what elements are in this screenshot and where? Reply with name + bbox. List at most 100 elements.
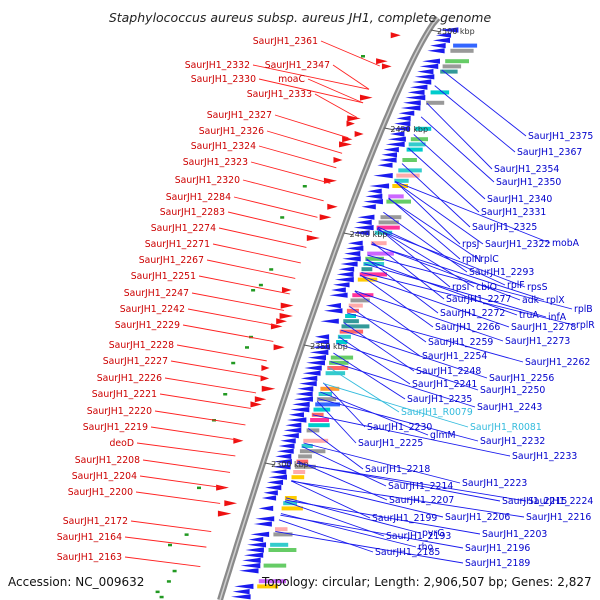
right-leader-line [349, 306, 421, 357]
reverse-cds-arrow [240, 563, 261, 569]
gene-labels: 2500 kbp 2450 kbp 2400 kbp 2350 kbp 2300 kbp… [57, 27, 596, 569]
right-gene-label: SaurJH1_2232 [480, 436, 545, 447]
reverse-cds-arrow [270, 469, 287, 475]
forward-cds-arrow [261, 385, 276, 392]
right-leader-line [371, 243, 545, 301]
right-gene-label: SaurJH1_2196 [465, 543, 530, 554]
left-gene-label: SaurJH1_2324 [191, 141, 256, 152]
right-leader-line [296, 462, 527, 502]
forward-cds-arrow [319, 214, 332, 221]
right-leader-line [434, 85, 516, 153]
misc-feature-mark [223, 393, 228, 396]
misc-feature-mark [302, 185, 307, 188]
right-leader-line [336, 342, 479, 391]
left-leader-line [154, 410, 246, 426]
function-category-band [310, 418, 329, 422]
right-gene-label: rho [418, 542, 434, 553]
reverse-cds-arrow [243, 552, 264, 558]
right-gene-label: cbiO [476, 282, 497, 293]
misc-feature-mark [168, 543, 172, 547]
right-leader-line [343, 322, 415, 372]
reverse-cds-arrow [253, 521, 272, 527]
reverse-cds-arrow [283, 427, 302, 433]
forward-cds-arrow [376, 58, 388, 65]
function-category-band [298, 454, 312, 459]
function-category-band [258, 579, 286, 584]
right-gene-label: SaurJH1_2262 [525, 357, 590, 368]
right-leader-line [317, 398, 479, 442]
left-leader-line [139, 475, 226, 489]
left-gene-label: SaurJH1_2247 [124, 288, 189, 299]
function-category-band [430, 90, 450, 95]
function-category-band [408, 142, 426, 147]
function-category-band [284, 496, 297, 500]
reverse-cds-arrow [336, 271, 354, 277]
left-leader-line [135, 491, 221, 504]
reverse-cds-arrow [383, 147, 399, 153]
right-gene-label: rplF [507, 280, 525, 291]
left-leader-line [274, 114, 349, 139]
left-leader-line [206, 259, 296, 279]
left-leader-line [266, 130, 343, 154]
left-gene-label: SaurJH1_2163 [57, 552, 122, 563]
function-category-band [442, 64, 462, 69]
function-category-band [406, 147, 423, 152]
reverse-cds-arrow [302, 370, 321, 376]
function-category-band [345, 314, 356, 318]
right-gene-label: SaurJH1_2293 [469, 267, 534, 278]
right-leader-line [278, 519, 374, 553]
right-leader-line [341, 329, 488, 379]
reverse-cds-arrow [385, 141, 405, 147]
kbp-tick [384, 127, 395, 131]
forward-cds-arrow [339, 141, 353, 148]
function-category-band [273, 532, 293, 537]
reverse-cds-arrow [414, 74, 435, 80]
function-category-band [376, 225, 400, 230]
reverse-cds-arrow [357, 214, 375, 220]
right-gene-label: SaurJH1_2250 [480, 385, 545, 396]
reverse-cds-arrow [432, 37, 451, 43]
left-leader-line [332, 64, 370, 90]
right-gene-label: mobA [552, 238, 580, 249]
right-gene-label: SaurJH1_2273 [505, 336, 570, 347]
reverse-cds-arrow [297, 386, 314, 392]
right-gene-label: SaurJH1_2223 [462, 478, 527, 489]
function-category-band [352, 293, 374, 298]
forward-cds-arrow [270, 323, 283, 330]
rna-leader-line [328, 366, 400, 413]
reverse-cds-arrow [309, 349, 329, 355]
forward-cds-arrow [260, 375, 270, 382]
label-leader-lines [124, 40, 575, 567]
reverse-cds-arrow [320, 318, 339, 324]
forward-cds-arrow [390, 32, 401, 39]
right-leader-line [360, 275, 510, 328]
reverse-cds-arrow [300, 375, 318, 381]
reverse-cds-arrow [347, 240, 363, 246]
function-category-band [296, 459, 309, 464]
right-leader-line [360, 274, 434, 328]
right-leader-line [401, 163, 471, 228]
reverse-cds-arrow [363, 199, 383, 205]
right-gene-label: SaurJH1_2375 [528, 131, 593, 142]
reverse-cds-arrow [417, 69, 434, 75]
function-category-band [311, 412, 324, 417]
kbp-tick [264, 462, 276, 466]
right-leader-line [420, 116, 495, 183]
right-gene-label: SaurJH1_2199 [372, 513, 437, 524]
function-category-band [370, 241, 387, 246]
misc-feature-mark [251, 289, 256, 292]
right-gene-label: SaurJH1_2367 [517, 147, 582, 158]
reverse-cds-arrow [389, 131, 405, 137]
reverse-cds-arrow [242, 557, 261, 563]
reverse-cds-arrow [361, 204, 376, 210]
left-leader-line [136, 442, 236, 457]
left-leader-line [176, 344, 267, 362]
kbp-tick [343, 232, 354, 236]
reverse-cds-arrow [247, 542, 267, 548]
right-gene-label: rpsS [527, 282, 548, 293]
right-gene-label: SaurJH1_2266 [435, 322, 500, 333]
function-category-band [301, 444, 313, 448]
right-gene-label: SaurJH1_2215 [502, 496, 567, 507]
forward-cds-arrow [254, 396, 267, 403]
